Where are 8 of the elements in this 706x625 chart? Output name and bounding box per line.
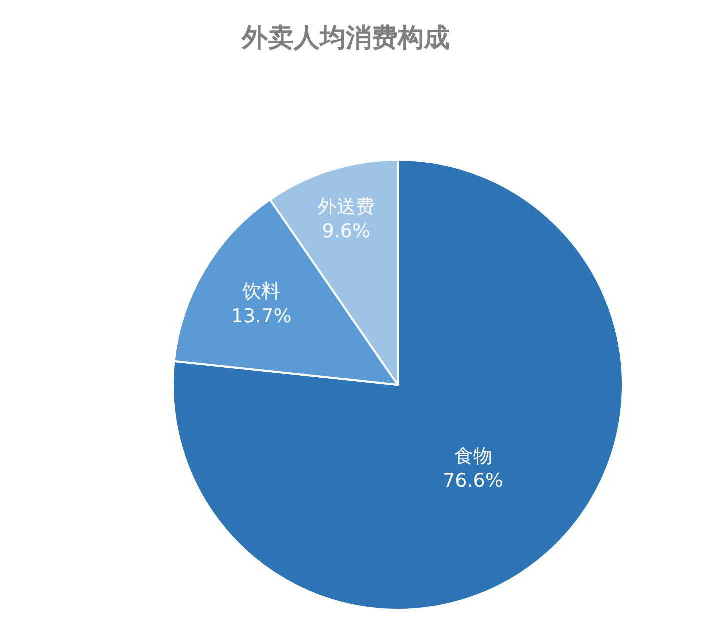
slice-label: 外送费 bbox=[318, 196, 375, 218]
data-label: 76.6% bbox=[443, 470, 504, 492]
chart-title: 外卖人均消费构成 bbox=[240, 23, 450, 54]
slice-label: 饮料 bbox=[242, 280, 281, 303]
pie-slice bbox=[172, 159, 624, 611]
slice-label: 食物 bbox=[454, 445, 492, 468]
data-label: 13.7% bbox=[231, 305, 292, 328]
data-label: 9.6% bbox=[322, 220, 371, 243]
